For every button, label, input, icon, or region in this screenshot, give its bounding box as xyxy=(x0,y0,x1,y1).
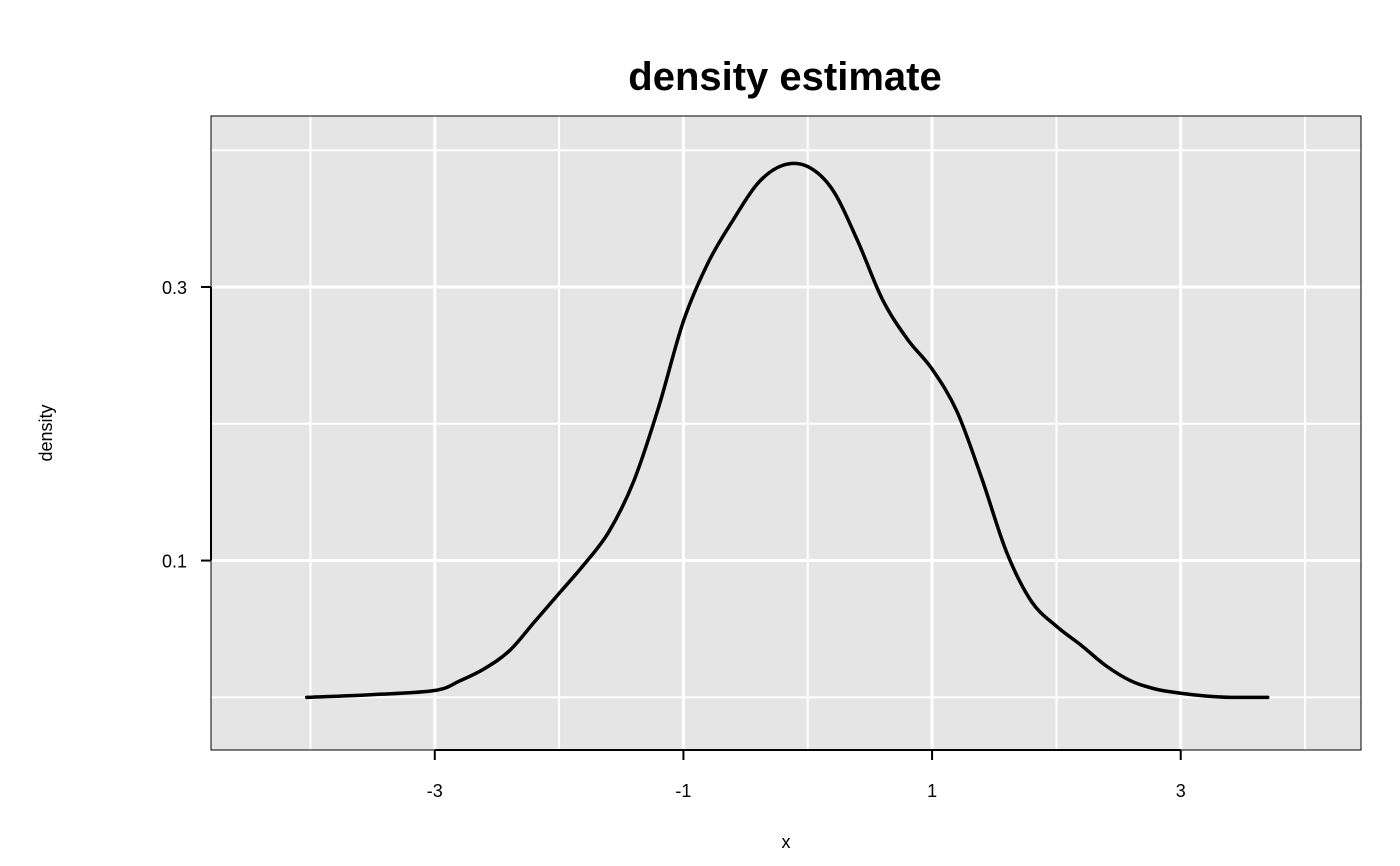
density-curve-group xyxy=(304,161,1270,700)
x-tick-label: 1 xyxy=(927,781,937,801)
plot-panel xyxy=(211,116,1361,750)
density-curve xyxy=(304,161,1270,700)
x-tick-label: -3 xyxy=(427,781,443,801)
y-tick-label: 0.3 xyxy=(162,278,187,298)
x-axis: -3 -1 1 3 xyxy=(427,749,1186,801)
x-tick-label: -1 xyxy=(675,781,691,801)
y-tick-label: 0.1 xyxy=(162,552,187,572)
grid-lines xyxy=(211,116,1361,750)
y-axis: 0.1 0.3 xyxy=(162,278,212,572)
x-tick-label: 3 xyxy=(1176,781,1186,801)
x-axis-label: x xyxy=(782,832,791,852)
chart-title: density estimate xyxy=(628,55,941,99)
y-axis-label: density xyxy=(36,404,56,461)
